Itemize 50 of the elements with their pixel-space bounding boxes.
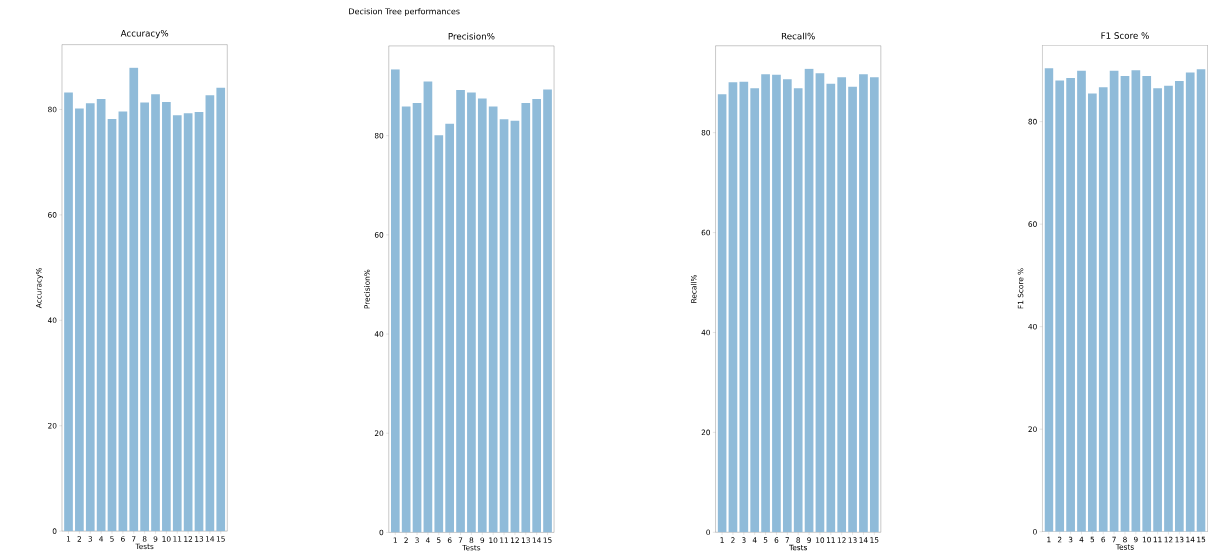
bar [1153,88,1162,532]
bar [434,135,444,533]
bar [772,74,781,533]
chart-title: Accuracy% [120,30,169,39]
bar [761,74,770,533]
bar [1175,81,1184,532]
bar [488,106,498,533]
text: Decision Tree performances [349,8,460,17]
bar [390,69,400,533]
chart-title: Recall% [781,32,815,40]
bar [477,98,487,533]
bar [1066,78,1075,532]
bar [499,119,509,533]
bar [1044,68,1054,532]
bar [423,81,433,533]
bar [1120,76,1130,532]
bar [859,74,868,533]
bar [1142,76,1152,532]
bar [412,103,422,533]
bar [467,92,476,533]
bar [750,88,760,533]
bar [543,89,552,533]
bar [510,120,520,533]
bar [1077,70,1086,532]
chart-title: Precision% [448,32,495,40]
bar [739,81,749,533]
bar [793,88,803,533]
bar [717,94,727,533]
bar [1131,70,1141,532]
bar [848,86,857,533]
bar [1164,85,1173,532]
bar [1109,70,1119,532]
bar [815,73,825,533]
bar [869,77,879,533]
bar [826,83,836,533]
chart-title: F1 Score % [1101,32,1149,39]
bar [445,123,455,533]
bar [837,77,847,533]
bar [1088,93,1097,532]
bar [1196,69,1206,532]
bar [521,103,531,533]
bar [532,99,542,533]
bar [782,79,792,533]
bar [1055,80,1065,532]
bar [1185,72,1195,532]
bar [456,90,465,533]
bar [1098,87,1108,532]
bar [401,106,411,533]
bar [804,68,814,533]
bar [728,82,738,533]
